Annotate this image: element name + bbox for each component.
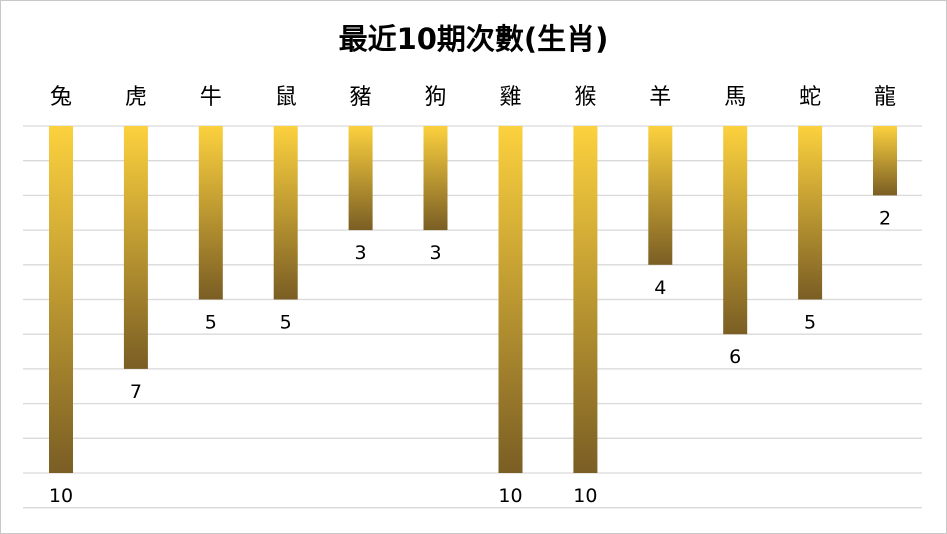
category-labels: 兔虎牛鼠豬狗雞猴羊馬蛇龍 xyxy=(50,85,896,110)
bars xyxy=(49,126,897,473)
category-label: 猴 xyxy=(574,85,596,110)
data-label: 10 xyxy=(498,485,522,507)
category-label: 虎 xyxy=(125,85,147,110)
category-label: 豬 xyxy=(350,85,372,110)
data-label: 4 xyxy=(654,277,666,299)
bar xyxy=(123,126,148,369)
data-label: 10 xyxy=(573,485,597,507)
bar xyxy=(648,126,673,265)
gridlines xyxy=(23,125,922,509)
bar xyxy=(423,126,448,231)
bar xyxy=(873,126,897,196)
chart-title: 最近10期次數(生肖) xyxy=(338,22,609,56)
category-label: 鼠 xyxy=(275,85,297,110)
category-label: 馬 xyxy=(724,85,746,110)
bar xyxy=(273,126,298,300)
bar xyxy=(498,126,523,473)
data-label: 5 xyxy=(205,312,217,334)
category-label: 狗 xyxy=(424,85,446,110)
bar xyxy=(573,126,598,473)
data-label: 2 xyxy=(879,207,891,229)
bar xyxy=(49,126,73,473)
bar xyxy=(198,126,223,300)
category-label: 羊 xyxy=(649,85,671,110)
data-label: 6 xyxy=(729,346,741,368)
bar xyxy=(723,126,748,335)
category-label: 牛 xyxy=(200,85,222,110)
category-label: 兔 xyxy=(50,85,72,110)
category-label: 雞 xyxy=(499,85,521,110)
data-label: 7 xyxy=(130,381,142,403)
data-label: 3 xyxy=(429,242,441,264)
data-label: 3 xyxy=(355,242,367,264)
bar xyxy=(348,126,373,231)
data-labels: 10 7 5 5 3 3 10 10 4 6 5 2 xyxy=(49,207,891,507)
data-label: 5 xyxy=(280,312,292,334)
data-label: 5 xyxy=(804,312,816,334)
bar xyxy=(798,126,823,300)
category-label: 蛇 xyxy=(799,85,821,110)
data-label: 10 xyxy=(49,485,73,507)
category-label: 龍 xyxy=(874,85,896,110)
